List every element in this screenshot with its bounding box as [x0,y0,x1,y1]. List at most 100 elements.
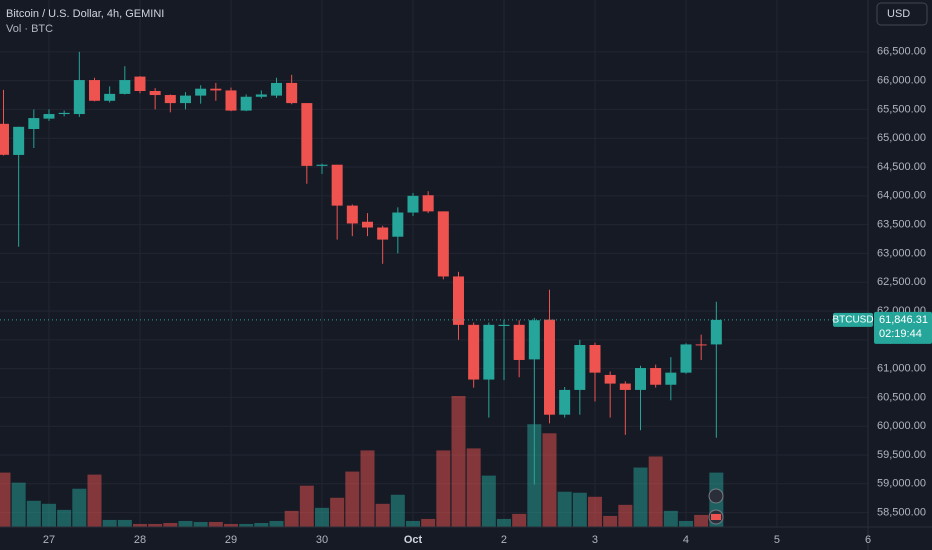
candle-body [13,126,25,155]
volume-bar [648,456,663,527]
candle-body [513,324,525,360]
candle-body [680,344,692,373]
volume-bar [239,523,254,527]
candle-body [528,320,540,360]
candle-body [316,164,328,166]
volume-bar [117,519,132,527]
candle-body [164,95,176,104]
volume-bar [345,471,360,527]
volume-bar [178,520,193,527]
x-tick-label: 2 [501,534,507,546]
candle-body [210,88,222,91]
volume-bar [223,523,238,527]
volume-bar [0,472,11,527]
y-tick-label: 59,000.00 [877,478,926,490]
y-tick-label: 61,000.00 [877,363,926,375]
candle-body [104,93,116,101]
volume-bar [542,433,557,527]
candle-body [255,94,267,97]
volume-bar [572,492,587,527]
chart-title: Bitcoin / U.S. Dollar, 4h, GEMINI [6,8,164,20]
candle-body [710,319,722,345]
volume-pane [0,396,724,527]
candle-body [73,80,85,115]
volume-bar [269,520,284,527]
candle-body [452,276,464,325]
candle-body [559,389,571,415]
x-tick-label: Oct [404,534,423,546]
volume-bar [390,494,405,527]
x-tick-label: 28 [134,534,146,546]
volume-bar [193,521,208,527]
volume-bar [618,504,633,527]
volume-bar [633,467,648,527]
volume-bar [41,503,56,527]
price-tag [874,311,932,344]
candle-body [543,319,555,415]
volume-bar [208,521,223,527]
currency-button[interactable] [876,2,928,26]
currency-label: USD [887,8,910,20]
x-tick-label: 4 [683,534,689,546]
symbol-tag [833,312,873,327]
volume-bar [57,509,72,527]
volume-bar [512,513,527,527]
x-tick-label: 29 [225,534,237,546]
y-tick-label: 64,500.00 [877,161,926,173]
volume-label: Vol · BTC [6,23,53,35]
candle-body [392,212,404,237]
candle-body [28,118,40,130]
y-tick-label: 64,000.00 [877,190,926,202]
volume-bar [284,510,299,527]
volume-bar [663,510,678,527]
x-tick-label: 3 [592,534,598,546]
volume-bar [314,507,329,527]
y-tick-label: 59,500.00 [877,449,926,461]
candle-body [377,227,389,240]
candle-body [422,195,434,212]
y-tick-label: 65,000.00 [877,132,926,144]
candle-body [574,344,586,390]
volume-bar [254,522,269,527]
candle-body [88,80,100,101]
volume-bar [132,523,147,527]
volume-bar [163,522,178,527]
y-tick-label: 60,500.00 [877,391,926,403]
y-tick-label: 66,500.00 [877,46,926,58]
candle-body [0,123,9,155]
candle-body [301,103,313,166]
volume-bar [11,482,26,527]
candle-body [149,91,161,96]
volume-bar [451,396,466,527]
candle-body [134,76,146,92]
candle-body [483,324,495,380]
candle-body [179,95,191,104]
volume-bar [26,500,41,527]
volume-bar [436,450,451,527]
volume-bar [375,503,390,527]
y-tick-label: 66,000.00 [877,75,926,87]
candle-body [650,368,662,385]
candle-body [498,324,510,326]
volume-bar [481,475,496,527]
x-tick-label: 5 [774,534,780,546]
volume-bar [102,519,117,527]
volume-bar [87,474,102,527]
volume-bar [148,523,163,527]
candle-body [195,88,207,96]
volume-bar [299,485,314,527]
candle-body [361,221,373,228]
candle-body [665,372,677,385]
volume-bar [405,520,420,527]
grid [0,0,869,527]
candle-body [407,195,419,213]
candle-body [225,90,237,111]
volume-bar [496,518,511,527]
volume-bar [330,497,345,527]
volume-bar [587,496,602,527]
candles [0,51,722,485]
candle-body [119,80,131,94]
candle-body [695,344,707,346]
y-tick-label: 62,500.00 [877,276,926,288]
